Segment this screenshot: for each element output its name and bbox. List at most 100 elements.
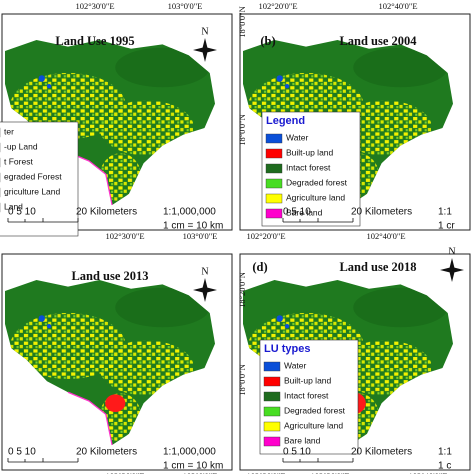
scale-bar [282,218,354,223]
longitude-label: 102°30'0"E [75,1,114,11]
longitude-label: 102°40'0"E [408,471,447,474]
map-panel: Land Use 1995 N 102°30'0"E 103°0'0"E 102°30'… [0,1,233,241]
scale-unit: 20 Kilometers [76,447,137,458]
scale-equivalence: 1 c [438,461,451,472]
legend-label: Agriculture land [286,192,345,202]
scale-unit: 20 Kilometers [351,447,412,458]
map-panel: Land use 2018 (d) N 102°20'0"E 102°30'0"E 102… [237,246,471,474]
longitude-label: 102°40'0"E [378,1,417,11]
legend-label: griculture Land [4,186,61,196]
legend-label: Water [286,132,309,142]
latitude-label: 18°0'0"N [237,6,247,38]
legend-swatch [263,406,281,417]
river-edge [67,391,113,446]
legend-swatch [265,163,283,174]
scale-ratio: 1:1,000,000 [163,207,216,218]
legend-label: Agriculture land [284,420,343,430]
panel-title: Land use 2013 [71,269,148,283]
longitude-label: 102°20'0"E [258,1,297,11]
legend-label: Land [4,201,23,211]
land-use-map [5,280,215,446]
scale-ratio: 1:1 [438,447,452,458]
north-label: N [201,26,208,37]
legend-swatch [263,421,281,432]
legend-label: Built-up land [284,375,332,385]
forest-zone [353,47,448,88]
water-body [276,75,283,82]
legend-title: LU types [264,343,310,355]
latitude-label: 18°0'0"N [237,364,247,396]
latitude-label: 18°20'0"N [237,272,247,308]
scale-unit: 20 Kilometers [351,207,412,218]
legend-label: Bare land [284,435,321,445]
legend-label: t Forest [4,156,33,166]
longitude-label: 103°0'0"E [168,1,203,11]
scale-equivalence: 1 cr [438,221,455,232]
water-body [276,315,283,322]
forest-zone [353,287,448,328]
scale-numbers: 0 5 10 [8,447,36,458]
legend-label: Built-up land [286,147,334,157]
legend-label: Water [284,360,307,370]
scale-bar [7,458,79,463]
panel-title: Land use 2018 [339,260,416,274]
water-body [285,324,290,329]
longitude-label: 102°30'0"E [105,471,144,474]
legend-label: Degraded forest [284,405,346,415]
legend-swatch [263,361,281,372]
longitude-label: 102°20'0"E [246,471,285,474]
legend-swatch [265,148,283,159]
legend-swatch [263,376,281,387]
river-edge [67,151,113,206]
legend-swatch [265,178,283,189]
panel-title: Land use 2004 [339,34,417,48]
legend-label: Bare land [286,207,323,217]
panel-label: (b) [260,34,275,48]
scale-bar [282,458,354,463]
scale-equivalence: 1 cm = 10 km [163,221,223,232]
legend-box [0,121,79,237]
north-arrow [440,258,464,282]
legend-label: Intact forest [284,390,329,400]
north-label: N [201,266,208,277]
longitude-label: 102°30'0"E [310,471,349,474]
legend-label: egraded Forest [4,171,62,181]
legend-label: ter [4,126,14,136]
built-up-area [105,394,126,412]
forest-zone [115,47,210,88]
legend-title: Legend [266,115,305,127]
latitude-label: 18°0'0"N [237,114,247,146]
forest-zone [115,287,210,328]
legend-label: Degraded forest [286,177,348,187]
longitude-label: 103°0'0"E [183,231,218,241]
longitude-label: 102°40'0"E [366,231,405,241]
water-body [47,324,52,329]
scale-numbers: 0 5 10 [283,207,311,218]
panel-label: (d) [252,260,267,274]
legend-label: Intact forest [286,162,331,172]
legend-swatch [263,436,281,447]
water-body [47,84,52,89]
scale-numbers: 0 5 10 [8,207,36,218]
north-arrow [193,278,217,302]
scale-bar [7,218,79,223]
longitude-label: 102°30'0"E [105,231,144,241]
north-label: N [448,246,455,257]
agriculture-zone [10,313,126,379]
scale-numbers: 0 5 10 [283,447,311,458]
longitude-label: 102°20'0"E [246,231,285,241]
legend-swatch [265,193,283,204]
north-arrow [193,38,217,62]
scale-ratio: 1:1 [438,207,452,218]
water-body [38,315,45,322]
legend-label: -up Land [4,141,38,151]
legend-swatch [265,133,283,144]
legend-swatch [265,208,283,219]
scale-unit: 20 Kilometers [76,207,137,218]
basin-detail [10,287,210,442]
scale-ratio: 1:1,000,000 [163,447,216,458]
longitude-label: 103°0'0"E [183,471,218,474]
water-body [285,84,290,89]
legend-swatch [263,391,281,402]
